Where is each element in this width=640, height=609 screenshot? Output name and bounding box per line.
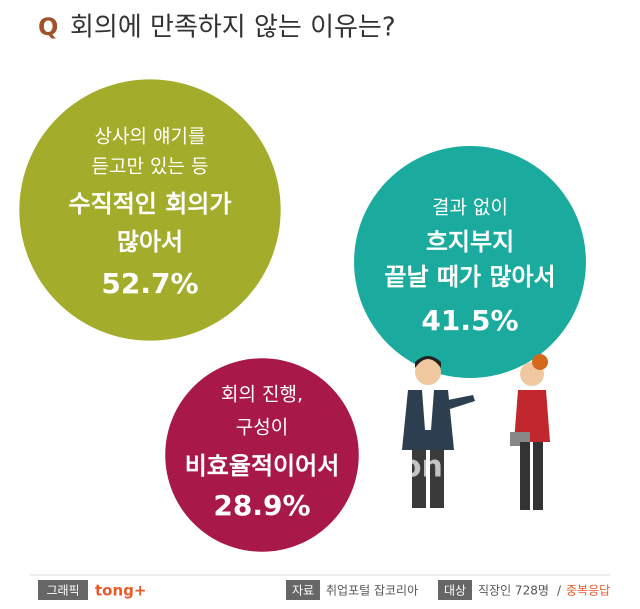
footer-separator: / (557, 584, 562, 598)
bubble-label: 끝날 때가 많아서 (384, 263, 555, 291)
bubble-label: 많아서 (117, 228, 183, 256)
bubble-label: 비효율적이어서 (185, 452, 340, 480)
title-prefix: Q (38, 13, 58, 41)
footer-graphic-label: 그래픽 (46, 584, 79, 598)
bubble-label: 회의 진행, (221, 384, 303, 406)
chart-title: 회의에 만족하지 않는 이유는? (70, 13, 396, 43)
footer-target-label: 대상 (444, 584, 466, 598)
footer-note: 중복응답 (566, 584, 610, 598)
bubble-label: 흐지부지 (426, 228, 514, 256)
bubble (354, 146, 586, 378)
people-illustration (402, 354, 550, 510)
bubble-label: 결과 없이 (432, 197, 508, 219)
bubble-label: 구성이 (236, 417, 288, 439)
bubble-label: 수직적인 회의가 (69, 190, 232, 218)
bubble (165, 358, 359, 552)
footer-badge (438, 580, 472, 600)
value-label: 28.9% (213, 489, 310, 522)
value-label: 52.7% (101, 267, 198, 300)
footer-badge (286, 580, 320, 600)
footer-source: 취업포털 잡코리아 (326, 584, 418, 598)
footer-source-label: 자료 (292, 584, 314, 598)
value-label: 41.5% (421, 304, 518, 337)
bubble (19, 79, 281, 341)
watermark: tong+ (387, 450, 490, 485)
bubble-label: 상사의 얘기를 (95, 126, 206, 148)
footer-badge (38, 580, 88, 600)
bubble-label: 듣고만 있는 등 (92, 156, 209, 178)
footer-target: 직장인 728명 (478, 584, 549, 598)
footer-brand: tong+ (95, 582, 146, 600)
